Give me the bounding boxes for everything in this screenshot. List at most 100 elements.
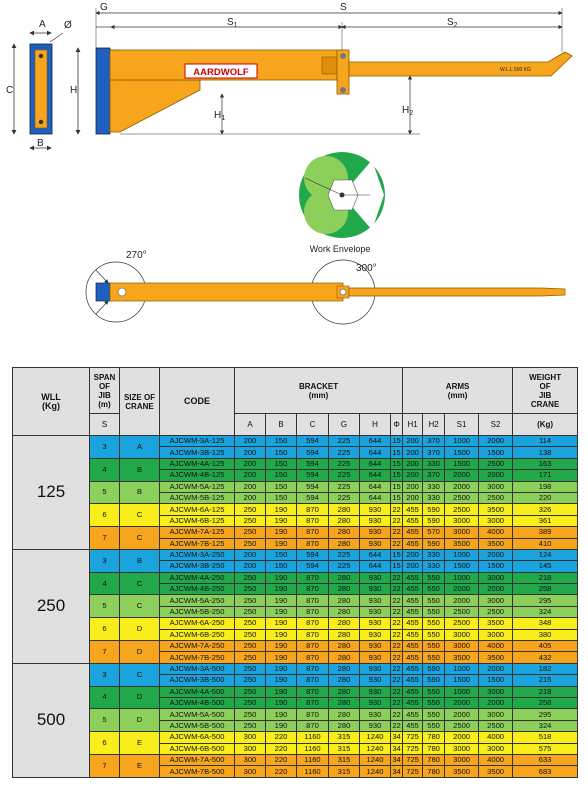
header-weight: WEIGHT OF JIB CRANE (512, 367, 579, 414)
value-cell: 22 (389, 503, 404, 516)
value-cell: 190 (265, 685, 297, 699)
value-cell: 644 (359, 457, 391, 471)
value-cell: 570 (422, 526, 446, 539)
code-cell: AJCWM-6B-500 (159, 742, 235, 755)
value-cell: 455 (402, 503, 424, 516)
value-cell: 22 (389, 696, 404, 710)
value-cell: 22 (389, 719, 404, 733)
value-cell: 280 (328, 617, 360, 630)
value-cell: 190 (265, 605, 297, 619)
value-cell: 190 (265, 708, 297, 721)
value-cell: 280 (328, 640, 360, 653)
value-cell: 1500 (444, 457, 480, 471)
value-cell: 780 (422, 731, 446, 744)
value-cell: 190 (265, 617, 297, 630)
table-row: 5 D AJCWM-5A-500 250 190 870 280 930 22 455 550 200… (13, 708, 579, 733)
value-cell: 280 (328, 594, 360, 607)
value-cell: 644 (359, 434, 391, 448)
angle-300-label: 300° (356, 263, 377, 274)
crane-size-cell: C (119, 662, 160, 687)
value-cell: 280 (328, 719, 360, 733)
value-cell: 280 (328, 628, 360, 642)
value-cell: 455 (402, 594, 424, 607)
value-cell: 594 (296, 548, 329, 562)
work-envelope-diagram: Work Envelope (299, 152, 385, 254)
dim-s2-sub: 2 (454, 22, 458, 29)
value-cell: 200 (402, 548, 424, 562)
value-cell: 455 (402, 605, 424, 619)
value-cell: 190 (265, 571, 297, 585)
dim-s1-sub: 1 (234, 22, 238, 29)
value-cell: 930 (359, 537, 391, 550)
value-cell: 550 (422, 696, 446, 710)
value-cell: 150 (265, 548, 297, 562)
value-cell: 250 (234, 537, 266, 550)
value-cell: 200 (402, 434, 424, 448)
value-cell: 455 (402, 628, 424, 642)
value-cell: 250 (234, 605, 266, 619)
value-cell: 1000 (444, 662, 480, 676)
value-cell: 3000 (478, 742, 514, 755)
value-cell: 644 (359, 491, 391, 505)
value-cell: 780 (422, 742, 446, 755)
code-cell: AJCWM-5B-250 (159, 605, 235, 619)
value-cell: 455 (402, 571, 424, 585)
value-cell: 280 (328, 685, 360, 699)
value-cell: 225 (328, 491, 360, 505)
span-cell: 5 (89, 594, 120, 619)
value-cell: 22 (389, 514, 404, 528)
value-cell: 225 (328, 480, 360, 493)
dim-h2-sub: 2 (409, 110, 413, 117)
value-cell: 594 (296, 434, 329, 448)
value-cell: 330 (422, 560, 446, 573)
value-cell: 190 (265, 719, 297, 733)
value-cell: 280 (328, 605, 360, 619)
value-cell: 725 (402, 765, 424, 778)
value-cell: 870 (296, 662, 329, 676)
table-row: 7 D AJCWM-7A-250 250 190 870 280 930 22 455 550 300… (13, 640, 579, 664)
value-cell: 3500 (478, 503, 514, 516)
value-cell: 550 (422, 708, 446, 721)
svg-text:H2: H2 (402, 105, 413, 117)
value-cell: 22 (389, 674, 404, 687)
value-cell: 870 (296, 594, 329, 607)
value-cell: 225 (328, 434, 360, 448)
value-cell: 594 (296, 491, 329, 505)
value-cell: 300 (234, 731, 266, 744)
value-cell: 870 (296, 628, 329, 642)
value-cell: 550 (422, 594, 446, 607)
value-cell: 780 (422, 753, 446, 767)
table-row: AJCWM-5B-125 200 150 594 225 644 15 200 330 2500 2… (13, 491, 579, 505)
value-cell: 1240 (359, 765, 391, 778)
value-cell: 644 (359, 446, 391, 459)
value-cell: 550 (422, 628, 446, 642)
value-cell: 1000 (444, 434, 480, 448)
value-cell: 171 (512, 469, 579, 482)
value-cell: 380 (512, 628, 579, 642)
value-cell: 182 (512, 662, 579, 676)
value-cell: 930 (359, 628, 391, 642)
table-row: AJCWM-4B-250 250 190 870 280 930 22 455 550 2000 2… (13, 583, 579, 596)
value-cell: 4000 (478, 640, 514, 653)
value-cell: 725 (402, 731, 424, 744)
value-cell: 3000 (478, 594, 514, 607)
value-cell: 220 (265, 742, 297, 755)
value-cell: 930 (359, 594, 391, 607)
table-row: 6 C AJCWM-6A-125 250 190 870 280 930 22 455 590 250… (13, 503, 579, 528)
value-cell: 34 (389, 753, 404, 767)
code-cell: AJCWM-4B-250 (159, 583, 235, 596)
value-cell: 3000 (478, 628, 514, 642)
header-size: SIZE OF CRANE (119, 367, 160, 436)
value-cell: 190 (265, 651, 297, 664)
value-cell: 250 (234, 640, 266, 653)
value-cell: 200 (234, 434, 266, 448)
value-cell: 405 (512, 640, 579, 653)
code-cell: AJCWM-4A-125 (159, 457, 235, 471)
value-cell: 250 (234, 571, 266, 585)
value-cell: 215 (512, 674, 579, 687)
value-cell: 3000 (444, 753, 480, 767)
svg-text:S2: S2 (447, 17, 458, 29)
value-cell: 200 (402, 469, 424, 482)
work-envelope-label: Work Envelope (310, 244, 371, 254)
span-cell: 5 (89, 708, 120, 733)
